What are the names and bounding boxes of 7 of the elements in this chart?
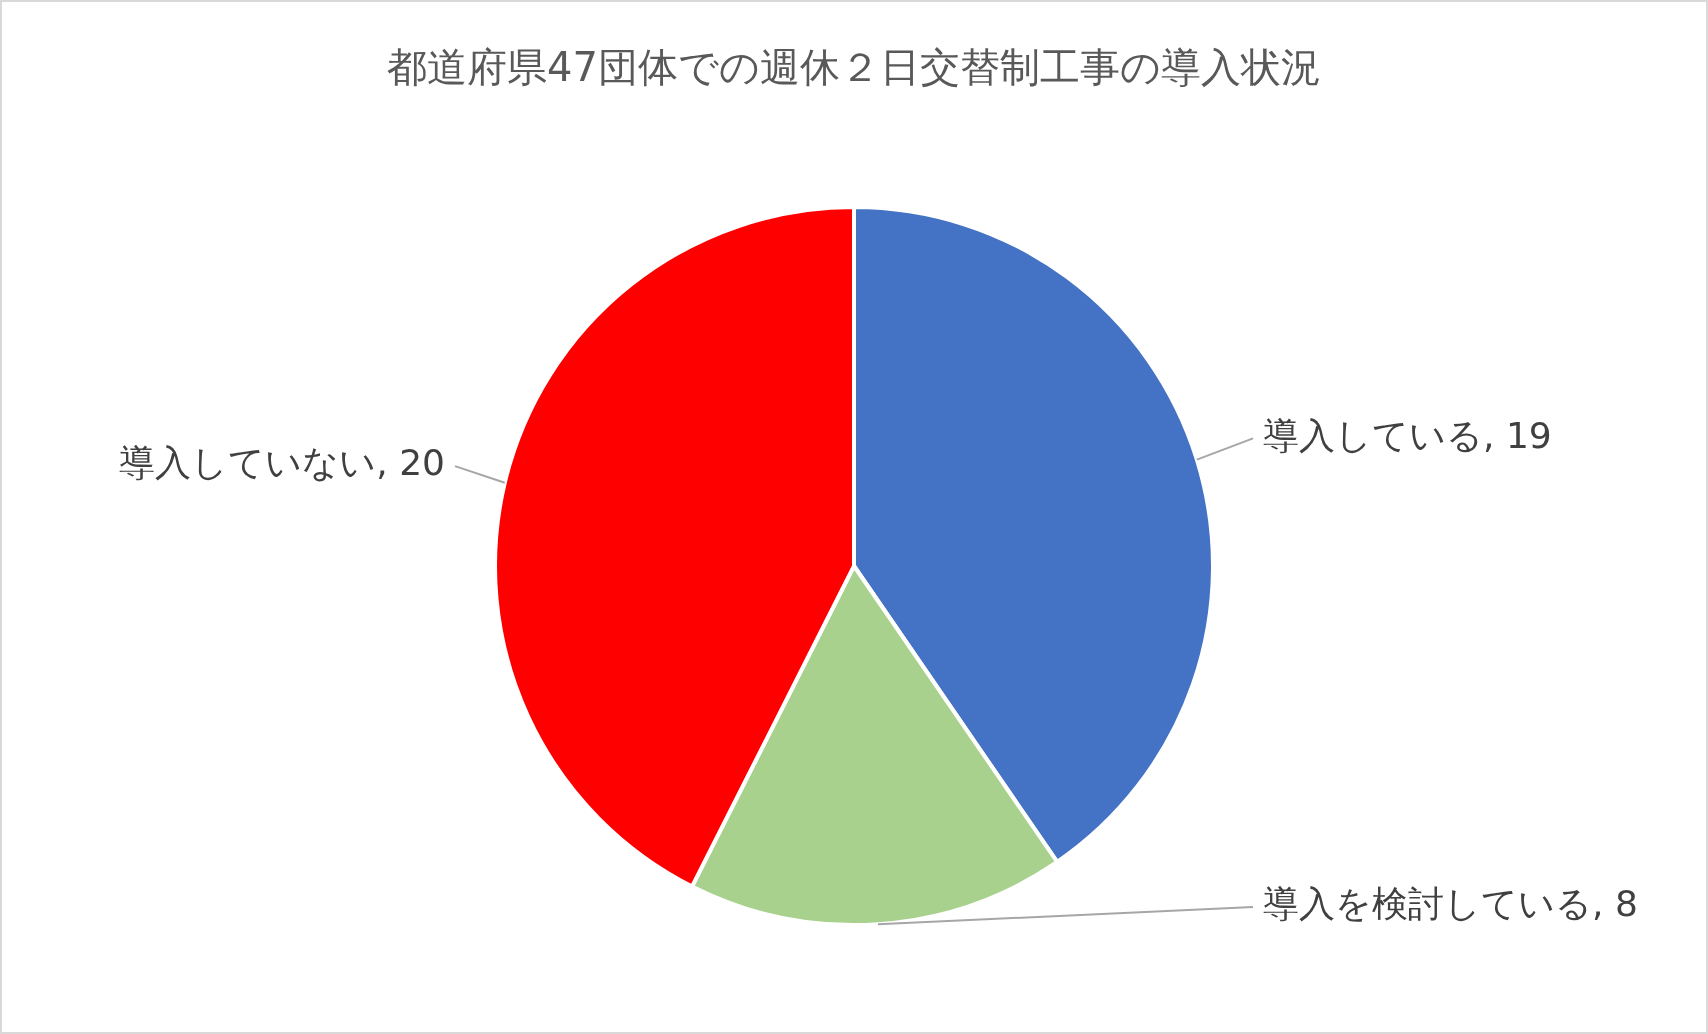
slice-label: 導入している bbox=[1263, 414, 1483, 456]
chart-title: 都道府県47団体での週休２日交替制工事の導入状況 bbox=[387, 44, 1321, 91]
data-label: , 19 bbox=[1483, 414, 1552, 456]
slice-label: 導入を検討している bbox=[1263, 883, 1592, 925]
slice-label: 導入していない bbox=[119, 442, 377, 484]
data-label: , 8 bbox=[1592, 883, 1638, 925]
data-label: , 20 bbox=[376, 442, 446, 484]
